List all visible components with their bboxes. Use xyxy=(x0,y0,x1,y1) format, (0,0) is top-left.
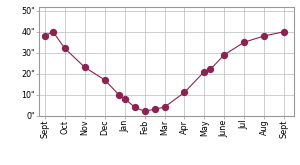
Point xyxy=(116,93,121,96)
Point xyxy=(62,47,67,50)
Point xyxy=(50,30,55,33)
Point xyxy=(142,110,147,113)
Point xyxy=(162,106,167,108)
Point xyxy=(202,70,207,73)
Point xyxy=(82,66,87,69)
Point xyxy=(208,68,213,71)
Point xyxy=(122,97,127,100)
Point xyxy=(242,41,247,44)
Point xyxy=(262,35,266,37)
Point xyxy=(132,106,137,108)
Point xyxy=(102,79,107,81)
Point xyxy=(282,30,286,33)
Point xyxy=(43,35,47,37)
Point xyxy=(222,53,227,56)
Point xyxy=(182,91,187,94)
Point xyxy=(152,108,157,111)
